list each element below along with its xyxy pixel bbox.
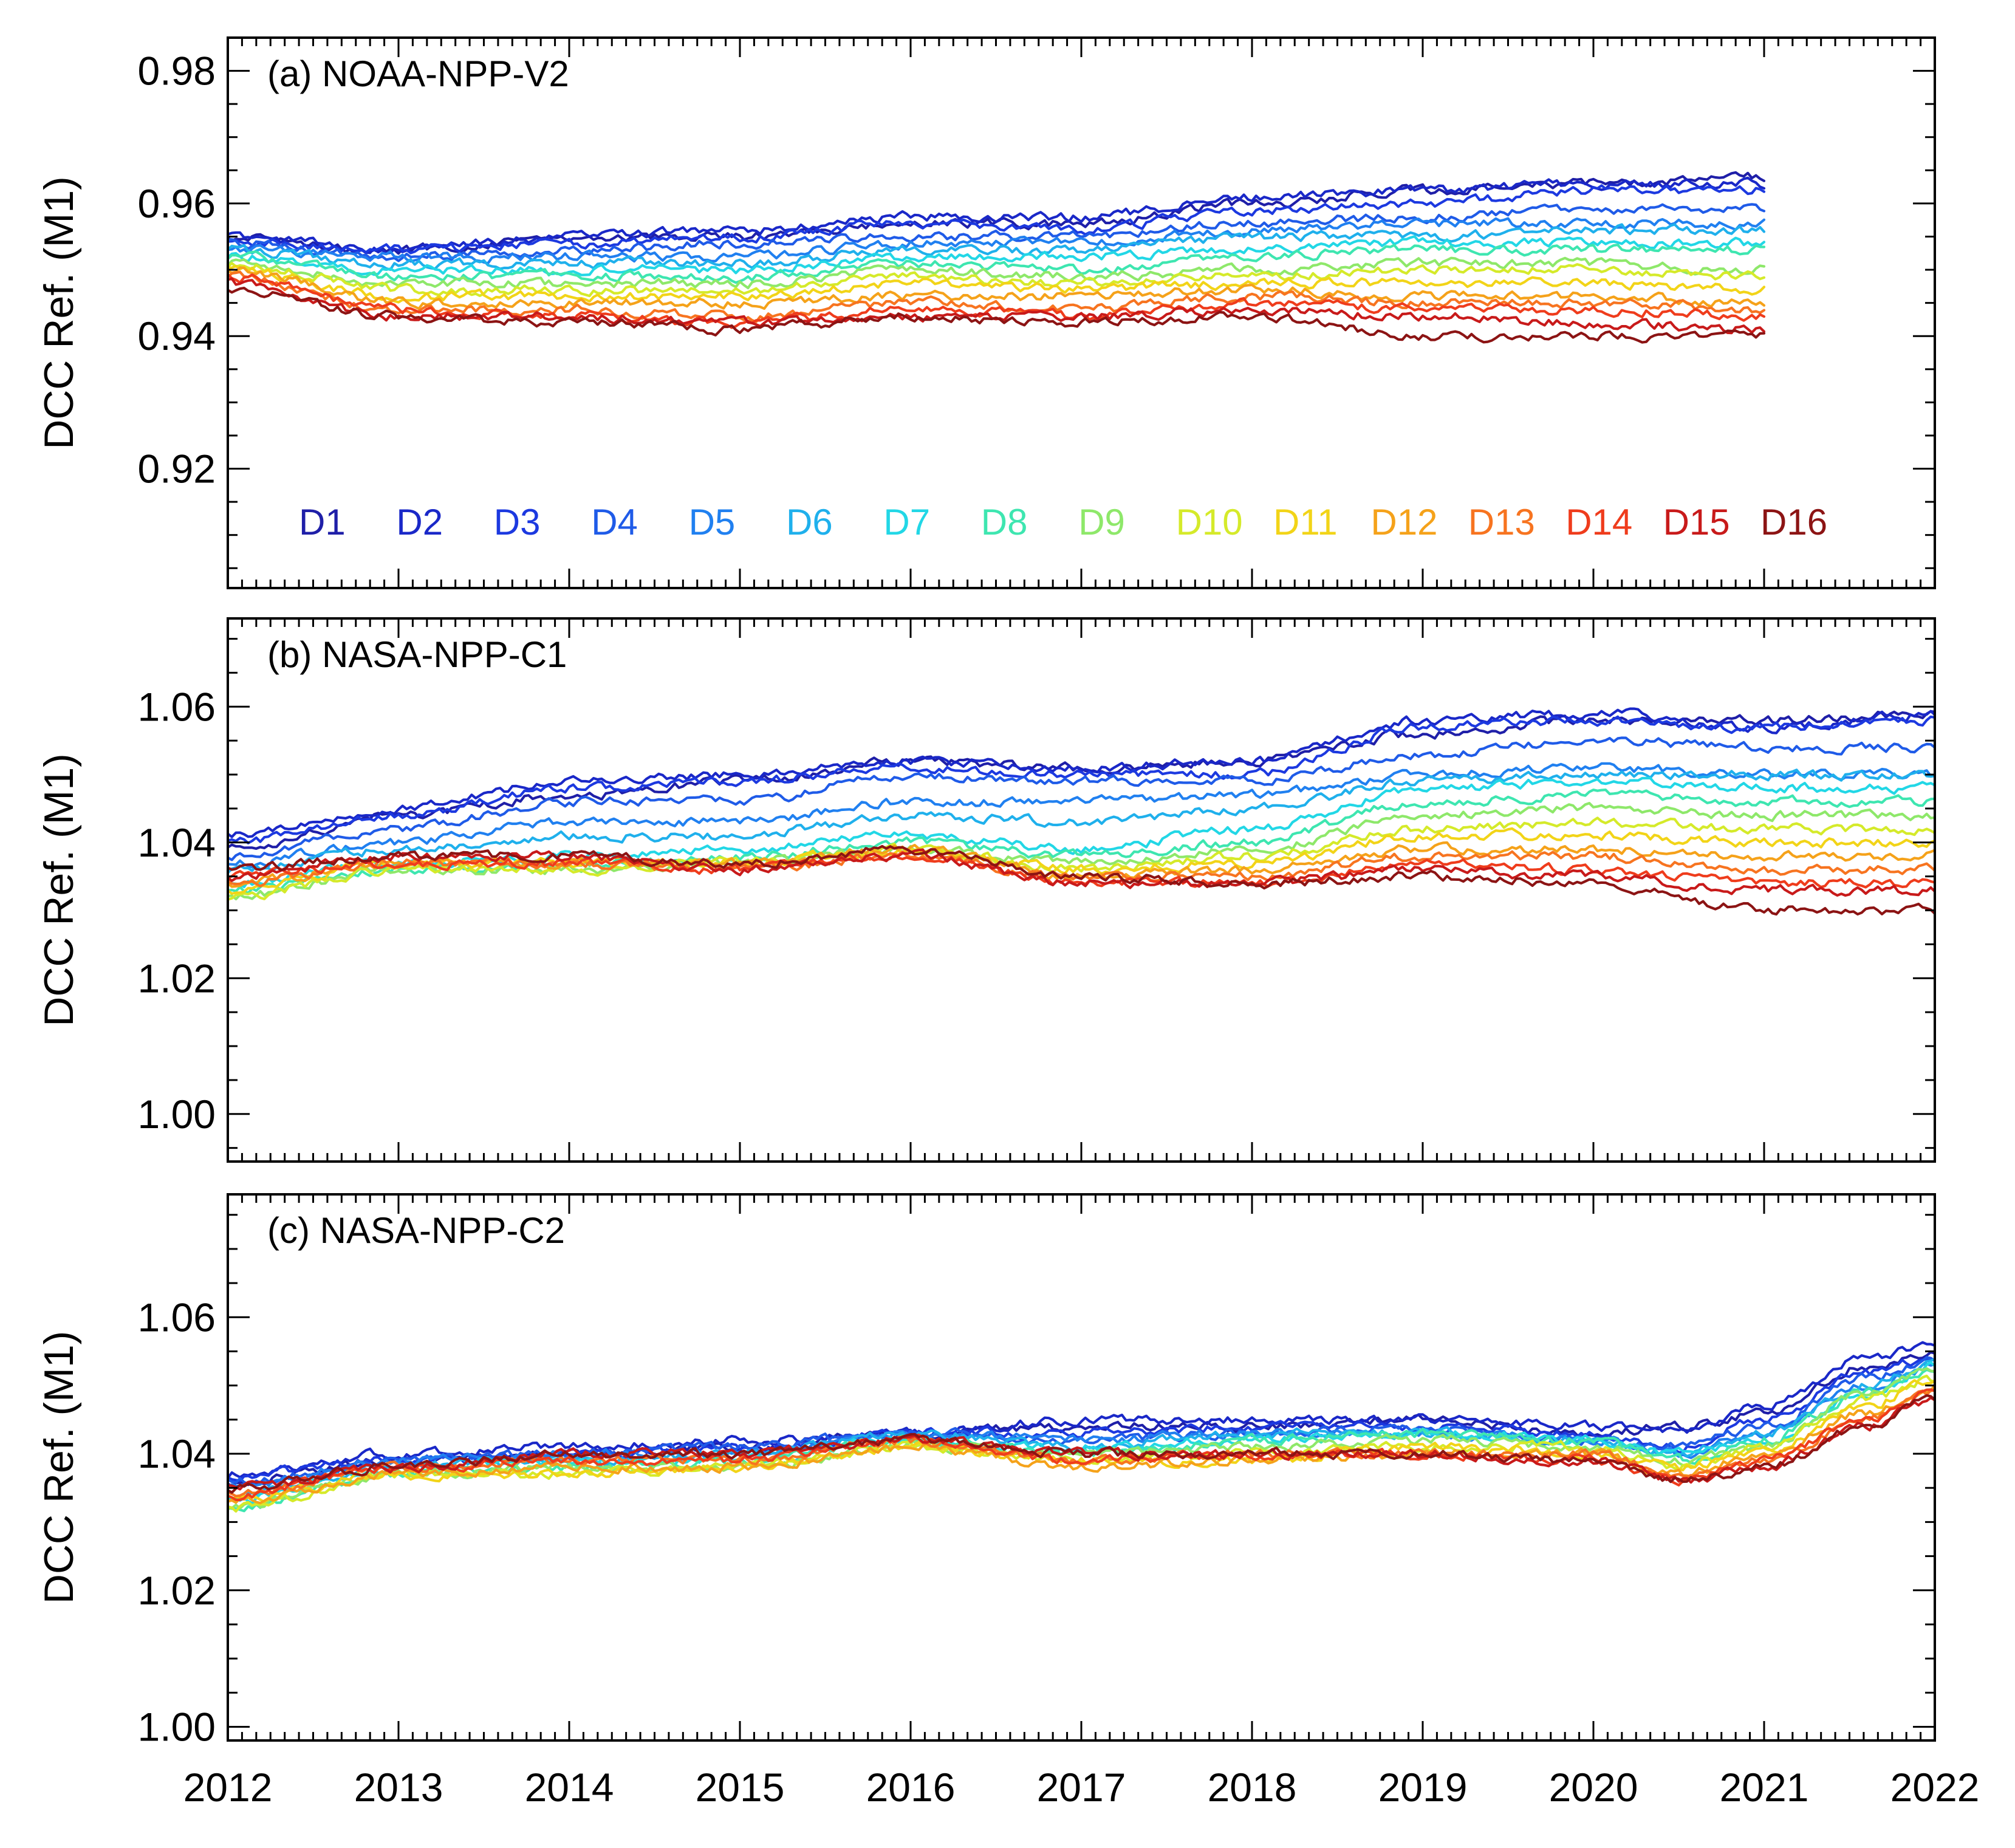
detector-legend: D1 D2 D3 D4 D5 D6 D7 D8 D9 D10 D11 D12 D13 D14 D15 D16 xyxy=(299,502,1827,542)
series-line-D16 xyxy=(228,1394,1935,1494)
series-line-D3 xyxy=(228,184,1766,255)
y-tick-label: 1.02 xyxy=(138,1568,216,1613)
x-tick-label: 2022 xyxy=(1890,1765,1980,1810)
x-tick-label: 2018 xyxy=(1208,1765,1297,1810)
legend-label-d13: D13 xyxy=(1468,502,1535,542)
series-line-D7 xyxy=(228,776,1935,889)
legend-label-d12: D12 xyxy=(1370,502,1437,542)
series-line-D9 xyxy=(228,256,1766,290)
series-line-D12 xyxy=(228,266,1766,310)
panel-a: 0.92 0.94 0.96 0.98 DCC Ref. (M1) (a) NOAA-NP… xyxy=(36,36,1936,589)
x-tick-label: 2017 xyxy=(1037,1765,1126,1810)
x-tick-labels: 2012 2013 2014 2015 2016 2017 2018 2019 2020 2021… xyxy=(183,1765,1980,1810)
series-line-D6 xyxy=(228,223,1766,271)
y-axis-label: DCC Ref. (M1) xyxy=(36,1331,82,1604)
y-tick-label: 1.00 xyxy=(138,1705,216,1750)
series-line-D2 xyxy=(228,1341,1935,1480)
y-axis-label: DCC Ref. (M1) xyxy=(36,753,82,1027)
y-tick-label: 1.04 xyxy=(138,820,216,865)
y-tick-label: 1.06 xyxy=(138,684,216,729)
legend-label-d3: D3 xyxy=(494,502,541,542)
series-line-D16 xyxy=(228,844,1935,916)
legend-label-d15: D15 xyxy=(1663,502,1730,542)
legend-label-d10: D10 xyxy=(1176,502,1243,542)
series-group xyxy=(228,707,1935,916)
y-tick-label: 1.00 xyxy=(138,1092,216,1137)
x-tick-label: 2021 xyxy=(1720,1765,1809,1810)
series-line-D3 xyxy=(228,715,1935,844)
series-line-D8 xyxy=(228,1368,1935,1513)
legend-label-d16: D16 xyxy=(1760,502,1827,542)
y-tick-label: 0.94 xyxy=(138,313,216,358)
legend-label-d6: D6 xyxy=(786,502,833,542)
y-tick-label: 1.06 xyxy=(138,1295,216,1340)
y-tick-label: 0.96 xyxy=(138,181,216,226)
series-line-D11 xyxy=(228,264,1766,304)
x-tick-label: 2015 xyxy=(696,1765,785,1810)
x-tick-label: 2013 xyxy=(354,1765,443,1810)
y-tick-label: 1.04 xyxy=(138,1431,216,1476)
series-line-D1 xyxy=(228,710,1935,850)
legend-label-d2: D2 xyxy=(396,502,443,542)
series-line-D11 xyxy=(228,1379,1935,1504)
series-line-D9 xyxy=(228,1367,1935,1510)
plot-frame xyxy=(227,617,1936,1163)
legend-label-d14: D14 xyxy=(1565,502,1632,542)
series-group xyxy=(228,171,1766,344)
legend-label-d9: D9 xyxy=(1078,502,1125,542)
series-line-D2 xyxy=(228,707,1935,838)
y-tick-label: 0.98 xyxy=(138,49,216,94)
panel-title: (a) NOAA-NPP-V2 xyxy=(267,53,569,94)
series-line-D4 xyxy=(228,203,1766,262)
series-line-D4 xyxy=(228,736,1935,861)
panel-title: (b) NASA-NPP-C1 xyxy=(267,634,567,675)
legend-label-d1: D1 xyxy=(299,502,346,542)
legend-label-d4: D4 xyxy=(591,502,638,542)
x-tick-label: 2019 xyxy=(1378,1765,1468,1810)
series-line-D14 xyxy=(228,1388,1935,1502)
series-line-D2 xyxy=(228,176,1766,255)
series-line-D15 xyxy=(228,848,1935,897)
legend-label-d8: D8 xyxy=(981,502,1028,542)
panel-b: 1.00 1.02 1.04 1.06 DCC Ref. (M1) (b) NASA-NP… xyxy=(36,617,1936,1163)
series-line-D16 xyxy=(228,287,1766,344)
series-line-D10 xyxy=(228,816,1935,901)
panel-title: (c) NASA-NPP-C2 xyxy=(267,1210,565,1251)
y-axis-label: DCC Ref. (M1) xyxy=(36,176,82,450)
x-tick-label: 2012 xyxy=(183,1765,273,1810)
x-tick-label: 2016 xyxy=(866,1765,956,1810)
legend-label-d5: D5 xyxy=(689,502,736,542)
legend-label-d11: D11 xyxy=(1273,502,1338,542)
series-line-D14 xyxy=(228,273,1766,329)
series-group xyxy=(228,1341,1935,1513)
panel-c: 1.00 1.02 1.04 1.06 DCC Ref. (M1) (c) NASA-NP… xyxy=(36,1193,1980,1810)
series-line-D8 xyxy=(228,244,1766,284)
y-tick-label: 1.02 xyxy=(138,956,216,1001)
y-tick-label: 0.92 xyxy=(138,447,216,491)
x-tick-label: 2014 xyxy=(525,1765,614,1810)
legend-label-d7: D7 xyxy=(883,502,930,542)
series-line-D5 xyxy=(228,762,1935,869)
x-tick-label: 2020 xyxy=(1549,1765,1638,1810)
